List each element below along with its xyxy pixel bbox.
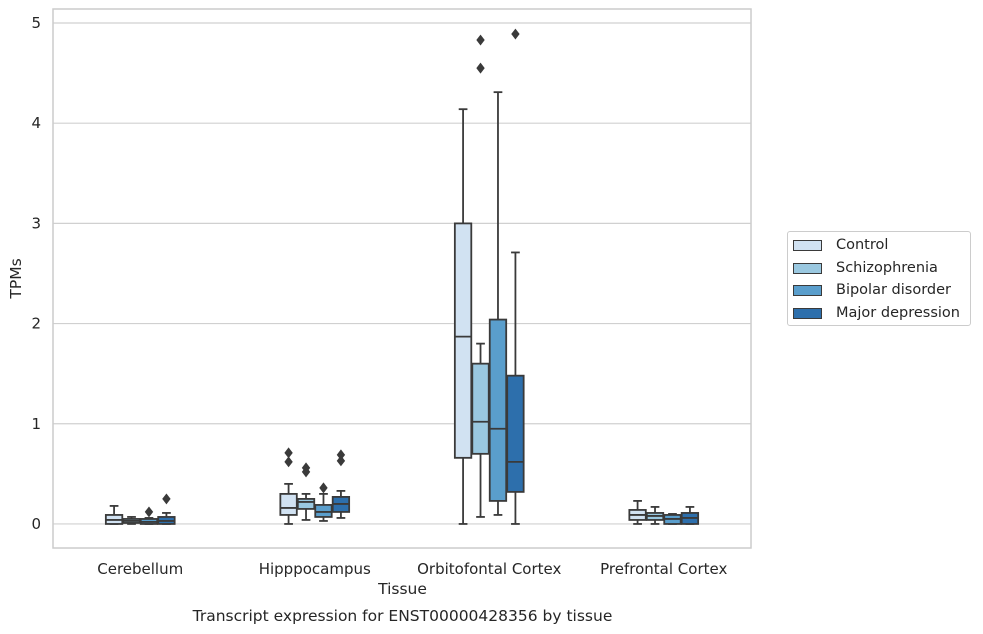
outlier-marker <box>511 28 520 40</box>
y-tick-label: 3 <box>31 214 41 232</box>
box <box>453 222 473 459</box>
legend-swatch-bipolar-disorder <box>793 284 822 296</box>
box <box>279 492 298 516</box>
legend-label-major-depression: Major depression <box>836 305 960 321</box>
outlier-marker <box>476 34 485 46</box>
x-tick-label: Cerebellum <box>97 560 183 578</box>
y-tick-label: 2 <box>31 315 41 333</box>
outlier-marker <box>284 447 293 459</box>
outlier-marker <box>336 449 346 461</box>
legend-item-control: Control <box>793 235 888 255</box>
legend-swatch-schizophrenia <box>793 262 822 274</box>
legend: Control Schizophrenia Bipolar disorder M… <box>787 231 971 326</box>
legend-item-bipolar-disorder: Bipolar disorder <box>793 280 951 300</box>
legend-label-control: Control <box>836 237 889 253</box>
legend-item-schizophrenia: Schizophrenia <box>793 258 938 278</box>
outlier-marker <box>162 493 171 505</box>
box <box>296 498 316 510</box>
y-axis-label: TPMs <box>7 258 25 299</box>
outlier-marker <box>301 462 311 474</box>
outlier-marker <box>336 455 346 467</box>
outlier-marker <box>284 456 293 468</box>
y-tick-label: 5 <box>31 14 41 32</box>
outlier-marker <box>319 482 328 494</box>
box <box>314 504 333 518</box>
y-tick-label: 1 <box>31 415 41 433</box>
x-tick-label: Prefrontal Cortex <box>600 560 727 578</box>
x-tick-label: Hipppocampus <box>259 560 371 578</box>
box <box>488 318 508 502</box>
y-tick-label: 0 <box>31 515 41 533</box>
plot-frame <box>52 8 752 549</box>
legend-label-schizophrenia: Schizophrenia <box>836 260 938 276</box>
outlier-marker <box>476 62 485 74</box>
legend-item-major-depression: Major depression <box>793 303 960 323</box>
y-tick-label: 4 <box>31 114 41 132</box>
outlier-marker <box>144 506 154 518</box>
x-axis-label: Tissue <box>378 580 427 598</box>
x-tick-label: Orbitofontal Cortex <box>417 560 561 578</box>
legend-swatch-major-depression <box>793 307 822 319</box>
legend-label-bipolar-disorder: Bipolar disorder <box>836 282 951 298</box>
legend-swatch-control <box>793 239 822 251</box>
chart-caption: Transcript expression for ENST0000042835… <box>192 607 613 625</box>
box <box>506 374 525 493</box>
box <box>471 362 490 455</box>
